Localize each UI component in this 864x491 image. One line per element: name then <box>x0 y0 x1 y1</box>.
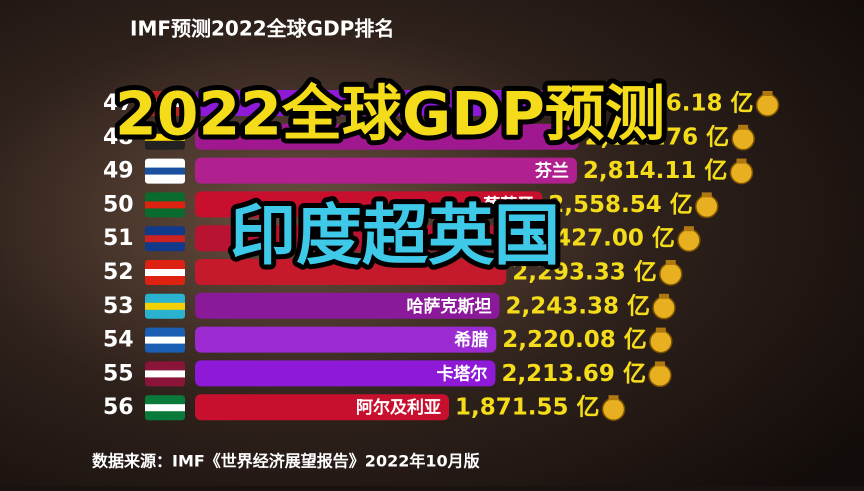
rank-label: 47 <box>103 91 134 116</box>
bar <box>195 191 543 218</box>
flag-stripe <box>145 167 185 175</box>
money-bag-tie <box>736 158 747 164</box>
money-bag-icon <box>731 127 755 151</box>
bar <box>195 360 496 387</box>
bar-label: 卡塔尔 <box>436 363 487 384</box>
value-label: 2,293.33 亿 <box>512 260 657 286</box>
money-bag-icon <box>677 228 701 252</box>
bar-label: 希腊 <box>454 330 488 351</box>
value-label: 2,243.38 亿 <box>505 293 650 319</box>
bar <box>195 326 497 353</box>
bar-label: 阿尔及利亚 <box>356 397 441 418</box>
money-bag-icon <box>729 160 754 185</box>
rank-label: 49 <box>103 159 134 184</box>
flag-stripe <box>145 336 185 344</box>
value-label: 2,427.00 亿 <box>530 226 675 252</box>
bar <box>195 90 603 116</box>
flag-stripe <box>145 235 185 243</box>
rank-label: 54 <box>103 328 134 353</box>
value-label: 2,220.08 亿 <box>502 327 647 353</box>
money-bag-icon <box>755 93 780 117</box>
money-bag-tie <box>738 124 749 130</box>
bar <box>195 123 579 150</box>
value-label: 2,814.11 亿 <box>583 158 728 184</box>
money-bag-icon <box>601 397 626 421</box>
rank-label: 48 <box>103 125 134 150</box>
money-bag-tie <box>701 192 712 198</box>
subheadline: 印度超英国 <box>230 197 560 274</box>
money-bag-tie <box>683 226 694 232</box>
value-label: 1,871.55 亿 <box>455 395 600 421</box>
value-label: 3,006.18 亿 <box>609 91 754 117</box>
value-label: 2,213.69 亿 <box>501 361 646 387</box>
rank-label: 53 <box>103 294 134 319</box>
bar <box>195 259 507 285</box>
rank-label: 52 <box>103 260 134 285</box>
bar-label: 葡萄牙 <box>482 194 534 215</box>
money-bag-tie <box>658 293 669 299</box>
rank-label: 55 <box>103 361 134 386</box>
chart-title: IMF预测2022全球GDP排名 <box>130 17 394 41</box>
value-label: 2,558.54 亿 <box>548 192 693 218</box>
rank-label: 50 <box>103 192 134 217</box>
flag-stripe <box>145 370 185 378</box>
flag-stripe <box>145 404 185 412</box>
headline: 2022全球GDP预测 <box>115 80 665 150</box>
value-label: 2,826.76 亿 <box>585 124 730 150</box>
flag-stripe <box>145 269 185 276</box>
flag-stripe <box>145 302 185 310</box>
bar <box>195 225 525 252</box>
money-bag-tie <box>655 327 666 333</box>
money-bag-tie <box>654 361 665 367</box>
money-bag-icon <box>649 329 673 354</box>
flag-stripe <box>145 133 185 141</box>
money-bag-tie <box>665 260 676 265</box>
bar <box>195 292 500 319</box>
source-note: 数据来源：IMF《世界经济展望报告》2022年10月版 <box>92 452 480 471</box>
rank-label: 51 <box>103 226 134 251</box>
money-bag-tie <box>762 91 773 96</box>
rank-label: 56 <box>103 395 134 420</box>
bar <box>195 394 450 421</box>
money-bag-tie <box>608 395 619 401</box>
money-bag-icon <box>652 296 676 320</box>
flag-stripe <box>145 100 185 107</box>
money-bag-icon <box>695 194 719 219</box>
bar <box>195 157 577 184</box>
money-bag-icon <box>659 262 683 286</box>
bar-label: 芬兰 <box>534 161 569 182</box>
bar-label: 哈萨克斯坦 <box>406 296 491 317</box>
money-bag-icon <box>648 363 672 388</box>
rows: 47 3,006.18 亿 48 2,826.76 亿 49 芬兰 2,814.11 亿 50… <box>103 90 780 421</box>
flag-stripe <box>145 201 185 209</box>
